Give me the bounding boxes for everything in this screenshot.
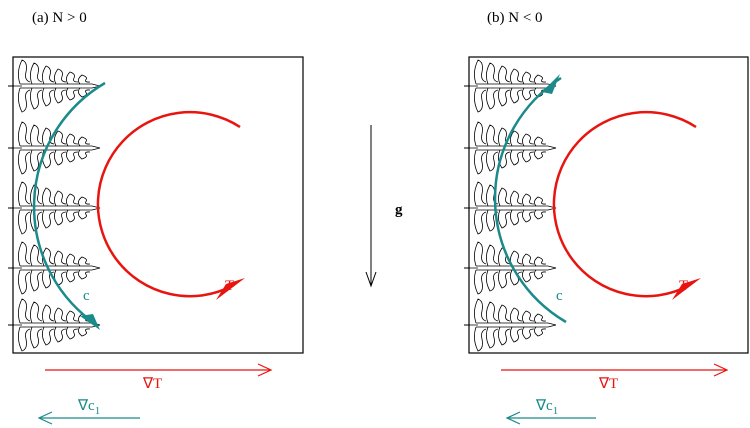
dendrite — [470, 182, 556, 234]
dendrite — [14, 299, 100, 351]
gravity-label: g — [395, 202, 403, 218]
gradient-c-subscript: 1 — [553, 405, 559, 417]
solute-arc — [34, 83, 105, 325]
dendrite — [14, 60, 100, 112]
gradient-t-label: ∇T — [598, 376, 618, 392]
flow-label: T — [225, 278, 234, 294]
flow-label: T — [679, 278, 688, 294]
gradient-c-subscript: 1 — [95, 405, 101, 417]
flow-arc — [98, 112, 240, 296]
panel-label: (b) N < 0 — [487, 10, 543, 26]
gradient-c-base: ∇c — [535, 398, 553, 414]
panel-label: (a) N > 0 — [32, 10, 87, 26]
panel-a: (a) N > 0 T c ∇T ∇c1 — [8, 10, 303, 424]
gradient-c-label: ∇c1 — [535, 398, 558, 417]
solute-label: c — [83, 288, 90, 304]
solute-arrowhead — [80, 314, 100, 330]
dendrites — [464, 60, 556, 351]
gradient-c-label: ∇c1 — [77, 398, 100, 417]
dendrite — [14, 182, 100, 234]
gradient-t-label: ∇T — [142, 376, 162, 392]
dendrites — [8, 60, 100, 351]
solute-label: c — [556, 288, 563, 304]
dendrite — [470, 60, 556, 112]
box — [469, 57, 748, 353]
gradient-c-base: ∇c — [77, 398, 95, 414]
figure: (a) N > 0 T c ∇T ∇c1 (b) N < 0 T c ∇T ∇c… — [0, 0, 750, 428]
flow-arc — [554, 112, 696, 296]
panel-b: (b) N < 0 T c ∇T ∇c1 — [464, 10, 748, 424]
